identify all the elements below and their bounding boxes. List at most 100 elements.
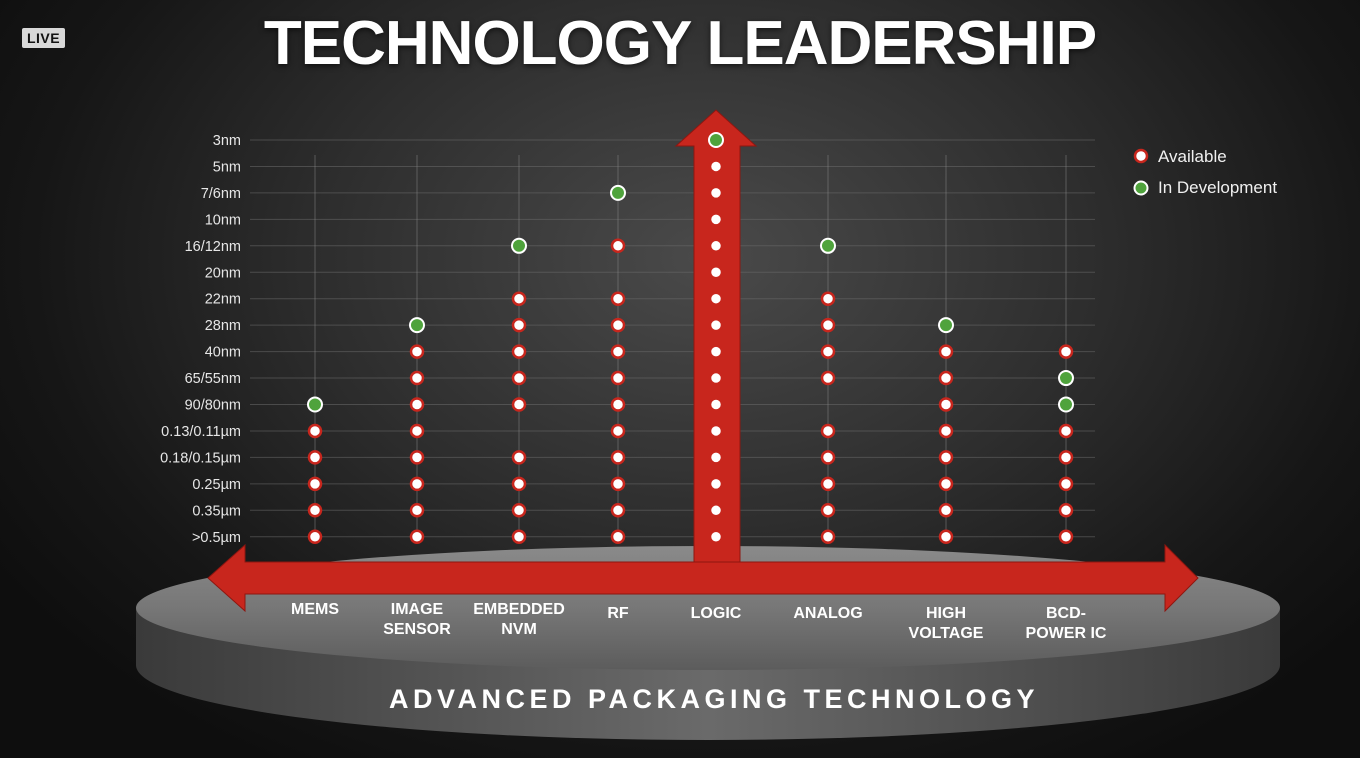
legend-available-label: Available [1158, 147, 1227, 166]
point-logic-available [708, 238, 724, 254]
category-label-line: SENSOR [383, 621, 451, 638]
point-rf-available [610, 423, 626, 439]
page-title: TECHNOLOGY LEADERSHIP [263, 9, 1097, 78]
y-tick-label: 0.25µm [192, 477, 241, 493]
legend-available-marker [1133, 148, 1149, 164]
point-embedded-nvm-available [511, 397, 527, 412]
y-tick-label: >0.5µm [192, 530, 241, 546]
legend-in-development-label: In Development [1158, 178, 1277, 197]
point-analog-in-development [820, 237, 836, 254]
point-rf-available [610, 291, 626, 306]
point-logic-available [708, 291, 724, 306]
point-rf-available [610, 238, 626, 254]
point-analog-available [820, 450, 836, 465]
x-axis-labels: MEMS IMAGE SENSOR EMBEDDED NVM RF LOGIC ANALOG H… [291, 601, 1107, 642]
point-high-voltage-in-development [938, 317, 954, 334]
point-high-voltage-available [938, 503, 954, 518]
category-label-line: EMBEDDED [473, 601, 565, 618]
point-analog-available [820, 423, 836, 439]
point-image-sensor-available [409, 370, 425, 386]
point-rf-available [610, 344, 626, 359]
category-label-line: IMAGE [391, 601, 444, 618]
y-tick-label: 3nm [213, 133, 241, 149]
category-label-line: BCD- [1046, 605, 1086, 622]
point-bcd-power-ic-available [1058, 476, 1074, 492]
point-high-voltage-available [938, 529, 954, 544]
category-label-rf: RF [607, 605, 629, 622]
category-label-bcd-power-ic: BCD- POWER IC [1026, 605, 1107, 642]
point-rf-available [610, 397, 626, 412]
category-label-image-sensor: IMAGE SENSOR [383, 601, 451, 638]
y-tick-label: 65/55nm [185, 371, 241, 387]
point-bcd-power-ic-available [1058, 423, 1074, 439]
point-logic-available [708, 503, 724, 518]
category-label-mems: MEMS [291, 601, 339, 618]
category-label-line: NVM [501, 621, 537, 638]
point-bcd-power-ic-available [1058, 344, 1074, 359]
point-embedded-nvm-available [511, 503, 527, 518]
point-analog-available [820, 529, 836, 544]
point-mems-available [307, 423, 323, 439]
point-rf-available [610, 503, 626, 518]
y-tick-label: 20nm [205, 265, 241, 281]
legend-in-development-marker [1133, 180, 1149, 196]
category-label-line: MEMS [291, 601, 339, 618]
point-image-sensor-available [409, 529, 425, 544]
point-logic-available [708, 423, 724, 439]
point-image-sensor-available [409, 503, 425, 518]
point-embedded-nvm-available [511, 291, 527, 306]
point-mems-available [307, 476, 323, 492]
point-image-sensor-in-development [409, 317, 425, 334]
point-logic-available [708, 370, 724, 386]
point-mems-available [307, 529, 323, 544]
point-image-sensor-available [409, 344, 425, 359]
point-analog-available [820, 344, 836, 359]
y-tick-label: 16/12nm [185, 239, 241, 255]
category-label-analog: ANALOG [793, 605, 862, 622]
point-embedded-nvm-available [511, 529, 527, 544]
point-bcd-power-ic-in-development [1058, 370, 1074, 387]
point-rf-available [610, 529, 626, 544]
y-tick-label: 0.18/0.15µm [160, 450, 241, 466]
y-tick-label: 10nm [205, 212, 241, 228]
point-high-voltage-available [938, 397, 954, 412]
point-bcd-power-ic-available [1058, 529, 1074, 544]
point-logic-available [708, 397, 724, 412]
point-rf-in-development [610, 184, 626, 201]
category-label-high-voltage: HIGH VOLTAGE [909, 605, 984, 642]
point-rf-available [610, 370, 626, 386]
point-logic-available [708, 212, 724, 227]
point-analog-available [820, 291, 836, 306]
y-tick-label: 5nm [213, 159, 241, 175]
point-rf-available [610, 476, 626, 492]
y-axis-labels: 3nm 5nm 7/6nm 10nm 16/12nm 20nm 22nm 28nm 40nm 65… [160, 133, 241, 546]
point-embedded-nvm-in-development [511, 237, 527, 254]
point-rf-available [610, 317, 626, 333]
point-logic-available [708, 344, 724, 359]
category-label-logic: LOGIC [691, 605, 742, 622]
point-logic-available [708, 476, 724, 492]
y-axis-arrow [674, 109, 758, 563]
point-high-voltage-available [938, 450, 954, 465]
point-logic-available [708, 265, 724, 280]
point-embedded-nvm-available [511, 370, 527, 386]
point-image-sensor-available [409, 476, 425, 492]
point-bcd-power-ic-available [1058, 450, 1074, 465]
point-logic-available [708, 317, 724, 333]
point-bcd-power-ic-available [1058, 503, 1074, 518]
point-logic-in-development [708, 132, 724, 148]
y-tick-label: 0.13/0.11µm [161, 424, 241, 440]
y-tick-label: 7/6nm [201, 186, 241, 202]
platform-label: ADVANCED PACKAGING TECHNOLOGY [389, 684, 1039, 714]
gridlines [250, 139, 1095, 538]
point-rf-available [610, 450, 626, 465]
point-high-voltage-available [938, 476, 954, 492]
category-label-line: LOGIC [691, 605, 742, 622]
point-image-sensor-available [409, 423, 425, 439]
point-logic-available [708, 185, 724, 201]
point-analog-available [820, 476, 836, 492]
point-image-sensor-available [409, 397, 425, 412]
point-logic-available [708, 529, 724, 544]
point-analog-available [820, 370, 836, 386]
